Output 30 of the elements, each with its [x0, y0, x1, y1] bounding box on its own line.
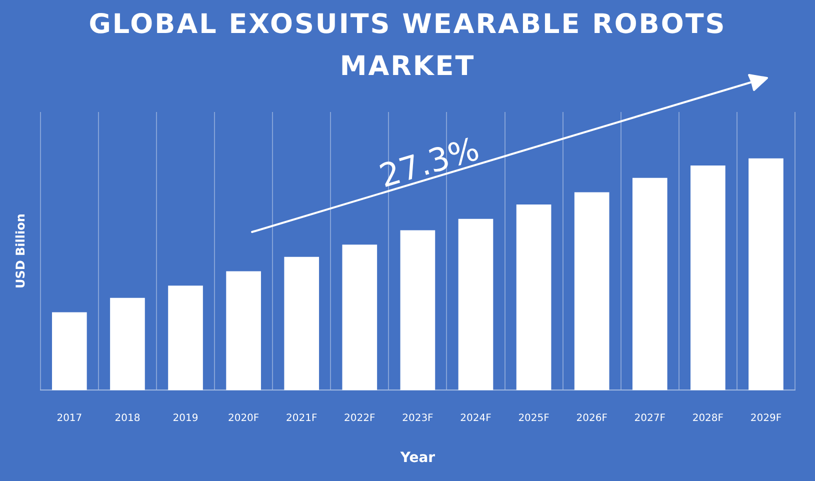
chart-title: GLOBAL EXOSUITS WEARABLE ROBOTS MARKET [88, 8, 728, 84]
bar [516, 204, 552, 390]
bar [400, 230, 436, 390]
bar [226, 271, 261, 390]
x-tick-label: 2023F [402, 412, 434, 424]
x-tick-label: 2020F [228, 412, 260, 424]
bar [168, 286, 203, 390]
x-tick-label: 2028F [692, 412, 724, 424]
x-tick-label: 2026F [576, 412, 608, 424]
x-tick-label: 2025F [518, 412, 550, 424]
x-tick-label: 2027F [634, 412, 666, 424]
bar [458, 218, 494, 390]
bar [574, 192, 610, 390]
x-tick-label: 2029F [750, 412, 782, 424]
bar [284, 256, 320, 390]
x-axis-title: Year [399, 450, 436, 466]
bar [342, 244, 378, 390]
y-axis-title: USD Billion [13, 214, 28, 289]
x-tick-label: 2021F [286, 412, 318, 424]
bar [632, 178, 668, 390]
x-tick-label: 2019 [172, 412, 198, 424]
bar [52, 312, 87, 390]
bar [110, 298, 145, 390]
bar [690, 166, 726, 390]
x-tick-label: 2024F [460, 412, 492, 424]
x-tick-label: 2022F [344, 412, 376, 424]
bar [748, 158, 784, 390]
annotation: 27.3% [375, 130, 484, 196]
x-tick-label: 2017 [56, 412, 82, 424]
x-tick-label: 2018 [114, 412, 140, 424]
